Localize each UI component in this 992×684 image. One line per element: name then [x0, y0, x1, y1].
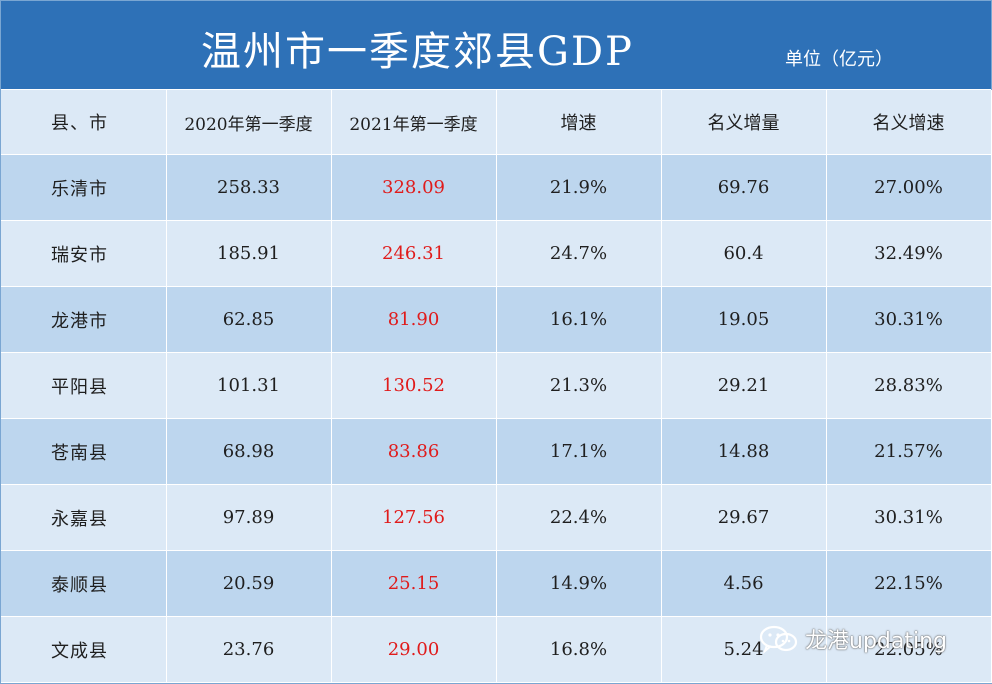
table-row: 泰顺县 20.59 25.15 14.9% 4.56 22.15% [1, 550, 992, 617]
unit-label: 单位（亿元） [785, 49, 893, 70]
table-header-row: 县、市 2020年第一季度 2021年第一季度 增速 名义增量 名义增速 [1, 90, 992, 155]
column-header-2021q1: 2021年第一季度 [331, 90, 497, 155]
cell-2021q1: 81.90 [331, 286, 497, 353]
cell-nominal-growth: 28.83% [826, 352, 992, 419]
cell-growth: 17.1% [496, 418, 662, 485]
cell-nominal-increase: 19.05 [661, 286, 827, 353]
cell-2021q1: 29.00 [331, 616, 497, 683]
cell-nominal-increase: 29.67 [661, 484, 827, 551]
table-row: 平阳县 101.31 130.52 21.3% 29.21 28.83% [1, 352, 992, 419]
cell-2020q1: 68.98 [166, 418, 332, 485]
cell-county: 苍南县 [1, 418, 167, 485]
cell-county: 文成县 [1, 616, 167, 683]
table-row: 永嘉县 97.89 127.56 22.4% 29.67 30.31% [1, 484, 992, 551]
cell-2021q1: 328.09 [331, 154, 497, 221]
cell-2020q1: 185.91 [166, 220, 332, 287]
cell-growth: 21.9% [496, 154, 662, 221]
cell-2021q1: 246.31 [331, 220, 497, 287]
cell-nominal-increase: 4.56 [661, 550, 827, 617]
table-row: 龙港市 62.85 81.90 16.1% 19.05 30.31% [1, 286, 992, 353]
column-header-2020q1: 2020年第一季度 [166, 90, 332, 155]
cell-nominal-increase: 29.21 [661, 352, 827, 419]
table-body: 乐清市 258.33 328.09 21.9% 69.76 27.00% 瑞安市 185.91… [1, 154, 992, 683]
cell-growth: 22.4% [496, 484, 662, 551]
cell-growth: 24.7% [496, 220, 662, 287]
table-row: 文成县 23.76 29.00 16.8% 5.24 22.05% [1, 616, 992, 683]
table-row: 乐清市 258.33 328.09 21.9% 69.76 27.00% [1, 154, 992, 221]
cell-2021q1: 25.15 [331, 550, 497, 617]
cell-2020q1: 101.31 [166, 352, 332, 419]
watermark-text: 龙港updating [805, 629, 948, 654]
wechat-icon [759, 625, 798, 654]
cell-county: 泰顺县 [1, 550, 167, 617]
cell-2020q1: 20.59 [166, 550, 332, 617]
table-row: 瑞安市 185.91 246.31 24.7% 60.4 32.49% [1, 220, 992, 287]
cell-nominal-increase: 60.4 [661, 220, 827, 287]
column-header-nominal-growth: 名义增速 [826, 90, 992, 155]
cell-nominal-increase: 69.76 [661, 154, 827, 221]
cell-county: 龙港市 [1, 286, 167, 353]
cell-nominal-growth: 21.57% [826, 418, 992, 485]
cell-county: 平阳县 [1, 352, 167, 419]
cell-2021q1: 83.86 [331, 418, 497, 485]
table-row: 苍南县 68.98 83.86 17.1% 14.88 21.57% [1, 418, 992, 485]
cell-nominal-growth: 32.49% [826, 220, 992, 287]
cell-nominal-growth: 22.05% [826, 616, 992, 683]
cell-growth: 21.3% [496, 352, 662, 419]
cell-2020q1: 62.85 [166, 286, 332, 353]
cell-nominal-increase: 14.88 [661, 418, 827, 485]
cell-2020q1: 97.89 [166, 484, 332, 551]
cell-2020q1: 23.76 [166, 616, 332, 683]
cell-nominal-increase: 5.24 [661, 616, 827, 683]
cell-nominal-growth: 27.00% [826, 154, 992, 221]
cell-county: 乐清市 [1, 154, 167, 221]
title-bar: 温州市一季度郊县GDP 单位（亿元） [1, 1, 991, 92]
column-header-growth: 增速 [496, 90, 662, 155]
column-header-nominal-increase: 名义增量 [661, 90, 827, 155]
watermark: 龙港updating [759, 623, 947, 655]
cell-nominal-growth: 30.31% [826, 286, 992, 353]
cell-growth: 16.8% [496, 616, 662, 683]
cell-growth: 16.1% [496, 286, 662, 353]
cell-2021q1: 130.52 [331, 352, 497, 419]
cell-nominal-growth: 30.31% [826, 484, 992, 551]
cell-nominal-growth: 22.15% [826, 550, 992, 617]
page-title: 温州市一季度郊县GDP [201, 29, 634, 75]
cell-2020q1: 258.33 [166, 154, 332, 221]
gdp-table: 县、市 2020年第一季度 2021年第一季度 增速 名义增量 名义增速 乐清市… [1, 90, 992, 683]
cell-2021q1: 127.56 [331, 484, 497, 551]
cell-county: 永嘉县 [1, 484, 167, 551]
cell-growth: 14.9% [496, 550, 662, 617]
cell-county: 瑞安市 [1, 220, 167, 287]
column-header-county: 县、市 [1, 90, 167, 155]
